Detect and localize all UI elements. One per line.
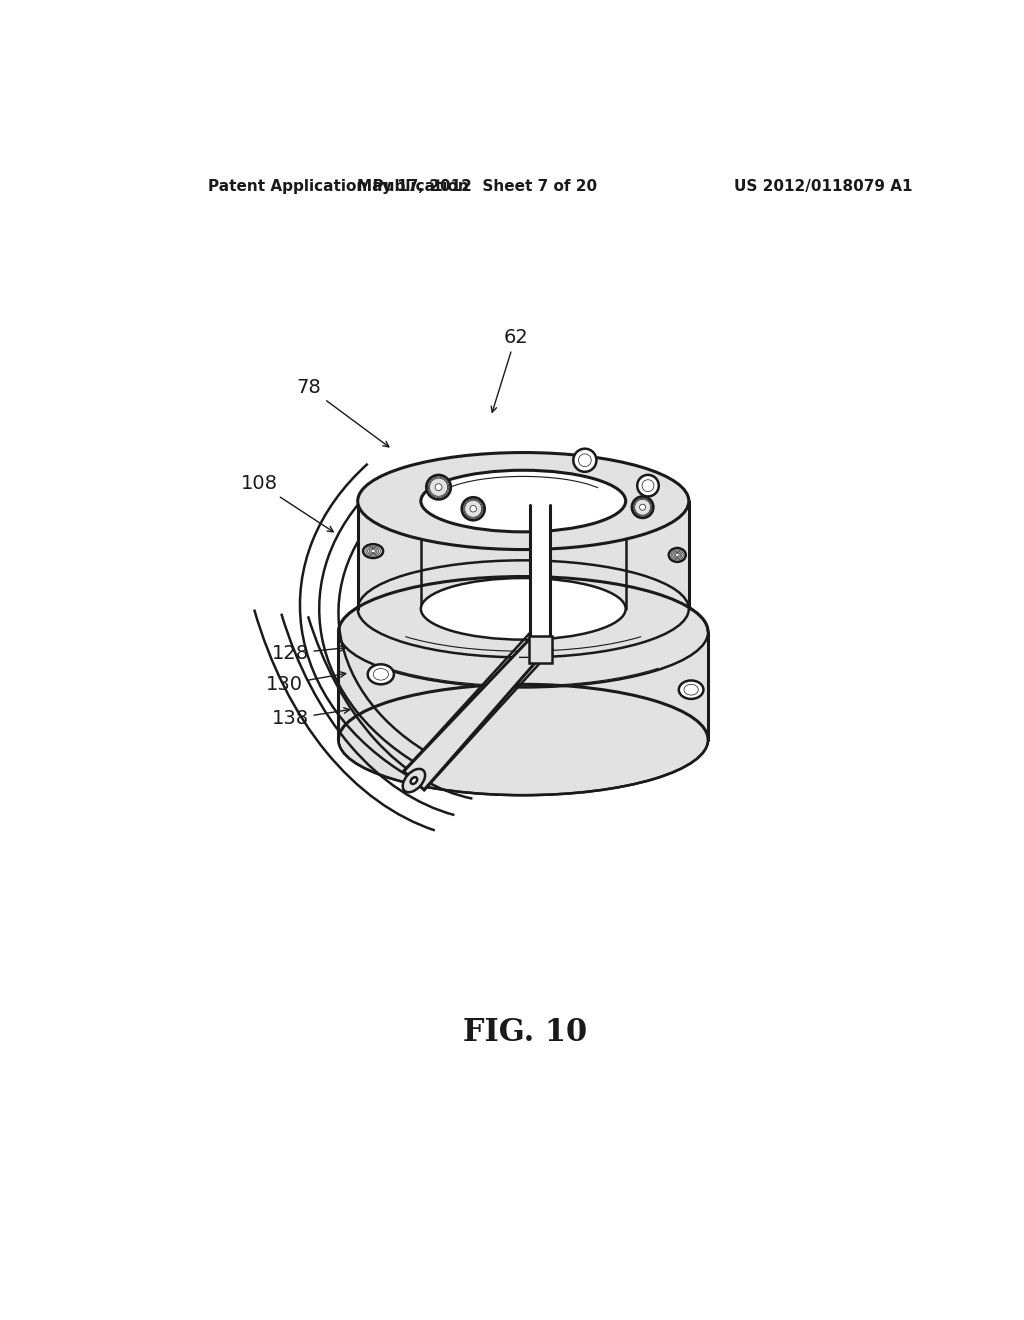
Ellipse shape: [371, 549, 376, 553]
Text: 108: 108: [241, 474, 333, 532]
Ellipse shape: [339, 577, 708, 688]
Circle shape: [435, 483, 442, 491]
Circle shape: [573, 449, 596, 471]
Text: Patent Application Publication: Patent Application Publication: [208, 180, 468, 194]
Ellipse shape: [669, 548, 686, 562]
Text: 138: 138: [271, 708, 349, 729]
Ellipse shape: [368, 664, 394, 684]
Ellipse shape: [402, 768, 425, 792]
Circle shape: [637, 475, 658, 496]
Circle shape: [470, 506, 476, 512]
Circle shape: [462, 498, 484, 520]
Text: US 2012/0118079 A1: US 2012/0118079 A1: [734, 180, 912, 194]
Ellipse shape: [421, 470, 626, 532]
Text: 130: 130: [266, 672, 346, 694]
Ellipse shape: [684, 684, 698, 696]
Text: May 17, 2012  Sheet 7 of 20: May 17, 2012 Sheet 7 of 20: [357, 180, 597, 194]
Text: 62: 62: [492, 327, 528, 412]
Text: FIG. 10: FIG. 10: [463, 1016, 587, 1048]
Circle shape: [426, 475, 451, 499]
Ellipse shape: [411, 777, 417, 784]
Ellipse shape: [357, 561, 689, 657]
Polygon shape: [528, 636, 552, 663]
Ellipse shape: [364, 544, 383, 558]
Circle shape: [579, 454, 591, 466]
Text: 128: 128: [271, 644, 346, 663]
Ellipse shape: [676, 553, 679, 557]
Circle shape: [632, 496, 653, 517]
Polygon shape: [339, 632, 708, 739]
Text: 78: 78: [297, 379, 389, 447]
Ellipse shape: [421, 578, 626, 640]
Polygon shape: [403, 634, 550, 789]
Ellipse shape: [357, 453, 689, 549]
Polygon shape: [357, 502, 689, 609]
Ellipse shape: [339, 684, 708, 795]
Ellipse shape: [373, 668, 388, 680]
Ellipse shape: [679, 681, 703, 700]
Polygon shape: [530, 506, 550, 636]
Circle shape: [642, 479, 654, 491]
Circle shape: [640, 504, 645, 511]
